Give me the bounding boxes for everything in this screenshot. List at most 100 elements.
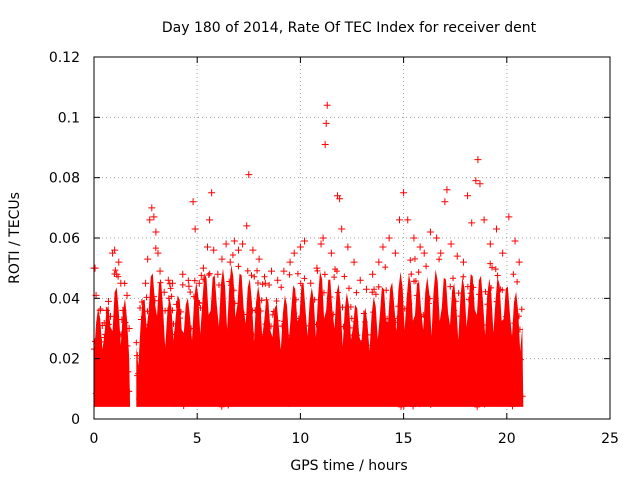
- data-point: [338, 225, 346, 233]
- dense-cloud-marker: [490, 358, 497, 365]
- dense-cloud-marker: [176, 315, 183, 322]
- dense-cloud-marker: [158, 338, 165, 345]
- dense-cloud-marker: [175, 375, 182, 382]
- dense-cloud-marker: [295, 315, 302, 322]
- dense-cloud-marker: [259, 281, 266, 288]
- dense-cloud-marker: [108, 339, 115, 346]
- dense-cloud-marker: [478, 328, 485, 335]
- data-point: [179, 270, 187, 278]
- data-point: [391, 249, 399, 257]
- dense-cloud-marker: [386, 337, 393, 344]
- dense-cloud-marker: [415, 269, 422, 276]
- dense-cloud-marker: [178, 369, 185, 376]
- dense-cloud-marker: [267, 323, 274, 330]
- dense-cloud-marker: [110, 397, 117, 404]
- data-point: [239, 240, 247, 248]
- dense-cloud-marker: [449, 328, 456, 335]
- dense-cloud-marker: [195, 299, 202, 306]
- dense-cloud-marker: [277, 348, 284, 355]
- dense-cloud-marker: [337, 374, 344, 381]
- dense-cloud-marker: [103, 395, 110, 402]
- dense-cloud-marker: [375, 283, 382, 290]
- dense-cloud-marker: [473, 358, 480, 365]
- dense-cloud-marker: [144, 308, 151, 315]
- data-point: [327, 249, 335, 257]
- chart-title: Day 180 of 2014, Rate Of TEC Index for r…: [162, 20, 537, 36]
- dense-cloud-marker: [435, 320, 442, 327]
- dense-cloud-marker: [189, 340, 196, 347]
- dense-cloud-marker: [462, 328, 469, 335]
- dense-cloud-marker: [255, 346, 262, 353]
- dense-cloud-marker: [430, 352, 437, 359]
- dense-cloud-marker: [286, 271, 293, 278]
- dense-cloud-marker: [282, 377, 289, 384]
- dense-cloud-marker: [267, 334, 274, 341]
- dense-cloud-marker: [344, 361, 351, 368]
- dense-cloud-marker: [464, 283, 471, 290]
- dense-cloud-marker: [385, 396, 392, 403]
- dense-cloud-marker: [201, 377, 208, 384]
- data-point: [199, 264, 207, 272]
- dense-cloud-marker: [264, 347, 271, 354]
- data-point: [492, 225, 500, 233]
- dense-cloud-marker: [241, 336, 248, 343]
- dense-cloud-marker: [343, 357, 350, 364]
- dense-cloud-marker: [168, 293, 175, 300]
- dense-cloud-marker: [213, 349, 220, 356]
- dense-cloud-marker: [114, 342, 121, 349]
- dense-cloud-marker: [309, 400, 316, 407]
- data-point: [189, 198, 197, 206]
- dense-cloud-marker: [353, 289, 360, 296]
- dense-cloud-marker: [491, 345, 498, 352]
- dense-cloud-marker: [467, 290, 474, 297]
- data-point: [222, 240, 230, 248]
- data-point: [119, 306, 127, 314]
- dense-cloud-marker: [482, 288, 489, 295]
- data-point: [154, 249, 162, 257]
- data-point: [107, 312, 115, 320]
- data-point: [375, 258, 383, 266]
- dense-cloud-marker: [452, 298, 459, 305]
- dense-cloud-marker: [300, 343, 307, 350]
- dense-cloud-marker: [333, 268, 340, 275]
- dense-cloud-marker: [139, 345, 146, 352]
- dense-cloud-marker: [389, 358, 396, 365]
- data-point: [113, 270, 121, 278]
- dense-cloud-marker: [366, 393, 373, 400]
- dense-cloud-marker: [395, 303, 402, 310]
- data-point: [416, 243, 424, 251]
- dense-cloud-marker: [450, 275, 457, 282]
- data-point: [226, 258, 234, 266]
- dense-cloud-marker: [471, 393, 478, 400]
- dense-cloud-marker: [239, 356, 246, 363]
- data-point: [350, 258, 358, 266]
- dense-cloud-marker: [394, 315, 401, 322]
- y-tick-label: 0.04: [49, 291, 80, 307]
- dense-cloud-marker: [152, 245, 159, 252]
- dense-cloud-marker: [301, 275, 308, 282]
- dense-cloud-marker: [426, 295, 433, 302]
- dense-cloud-marker: [274, 317, 281, 324]
- dense-cloud-marker: [352, 318, 359, 325]
- dense-cloud-marker: [169, 307, 176, 314]
- dense-cloud-marker: [339, 304, 346, 311]
- dense-cloud-marker: [145, 383, 152, 390]
- dense-cloud-marker: [425, 300, 432, 307]
- dense-cloud-marker: [206, 270, 213, 277]
- data-point: [152, 228, 160, 236]
- dense-cloud-marker: [483, 341, 490, 348]
- dense-cloud-marker: [222, 386, 229, 393]
- data-point: [476, 180, 484, 188]
- data-point: [443, 186, 451, 194]
- dense-cloud-marker: [218, 403, 225, 410]
- dense-cloud-marker: [372, 291, 379, 298]
- dense-cloud-marker: [109, 380, 116, 387]
- dense-cloud-marker: [423, 263, 430, 270]
- dense-cloud-marker: [151, 297, 158, 304]
- dense-cloud-marker: [509, 403, 516, 410]
- y-tick-label: 0.12: [49, 50, 80, 66]
- dense-cloud-marker: [252, 307, 259, 314]
- dense-cloud-marker: [376, 356, 383, 363]
- dense-cloud-marker: [256, 335, 263, 342]
- dense-cloud-marker: [429, 384, 436, 391]
